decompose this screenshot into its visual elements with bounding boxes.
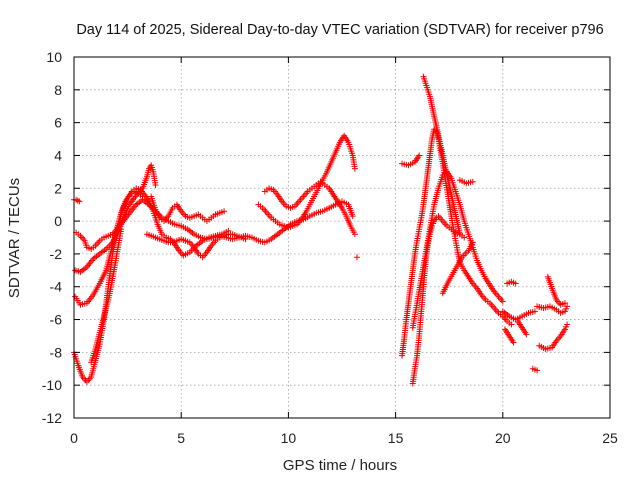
y-tick-label: 6: [54, 115, 62, 131]
series-arc-y: [536, 321, 571, 353]
series-arc-r: [456, 177, 476, 187]
data-point: [508, 321, 515, 328]
series-arc-i: [255, 132, 358, 231]
x-tick-label: 5: [177, 430, 185, 446]
series-arc-v: [514, 318, 530, 338]
x-axis-title: GPS time / hours: [283, 457, 397, 474]
series-arc-e: [71, 188, 146, 385]
data-point: [139, 193, 146, 200]
series-arc-x: [534, 303, 571, 316]
data-point: [564, 303, 571, 310]
x-tick-label: 15: [388, 430, 404, 446]
series-arc-n: [399, 152, 423, 169]
y-tick-label: -6: [50, 312, 63, 328]
series-arc-k: [354, 254, 361, 261]
plot-frame: [73, 56, 611, 419]
series-arc-f: [88, 226, 125, 366]
series-arc-w: [529, 365, 541, 374]
data-point: [461, 234, 468, 241]
y-tick-label: -2: [50, 246, 63, 262]
y-tick-label: 8: [54, 82, 62, 98]
x-tick-label: 0: [70, 430, 78, 446]
x-tick-label: 25: [602, 430, 618, 446]
y-tick-label: 10: [46, 49, 62, 65]
y-tick-label: -8: [50, 344, 63, 360]
series-arc-h: [143, 231, 249, 261]
data-point: [416, 152, 423, 159]
data-point: [531, 308, 538, 315]
data-point: [510, 339, 517, 346]
x-tick-label: 10: [281, 430, 297, 446]
grid: [74, 57, 610, 418]
series-arc-s: [504, 278, 519, 287]
y-axis-title: SDTVAR / TECUs: [6, 178, 23, 298]
data-point: [561, 300, 568, 307]
data-points: [71, 73, 571, 387]
data-point: [523, 331, 530, 338]
data-point: [221, 208, 228, 215]
data-point: [469, 239, 476, 246]
x-tick-label: 20: [495, 430, 511, 446]
data-point: [534, 367, 541, 374]
series-arc-p: [409, 213, 468, 387]
data-point: [351, 231, 358, 238]
data-point: [351, 165, 358, 172]
data-point: [118, 226, 125, 233]
tick-labels: 0 5 10 15 20 25 -12 -10 -8 -6 -4 -2 0 2 4 6 8 10: [42, 49, 618, 446]
series-arc-q: [439, 239, 476, 297]
series-arc-o: [420, 73, 463, 238]
y-tick-label: -4: [50, 279, 63, 295]
y-tick-label: -12: [42, 410, 62, 426]
series-arc-z: [544, 273, 568, 308]
data-point: [354, 254, 361, 261]
data-point: [469, 178, 476, 185]
data-point: [349, 213, 356, 220]
y-tick-label: 4: [54, 147, 62, 163]
y-tick-label: -10: [42, 377, 62, 393]
data-point: [152, 181, 159, 188]
data-point: [564, 321, 571, 328]
data-point: [242, 236, 249, 243]
y-tick-label: 0: [54, 213, 62, 229]
data-point: [499, 298, 506, 305]
series-arc-a: [71, 196, 83, 205]
series-arc-c: [72, 185, 232, 308]
chart-title: Day 114 of 2025, Sidereal Day-to-day VTE…: [76, 22, 603, 38]
series-arc-g: [148, 193, 228, 225]
data-point: [76, 198, 83, 205]
data-point: [512, 280, 519, 287]
series-arc-j: [261, 178, 358, 238]
y-tick-label: 2: [54, 180, 62, 196]
series-arc-u: [501, 326, 517, 346]
